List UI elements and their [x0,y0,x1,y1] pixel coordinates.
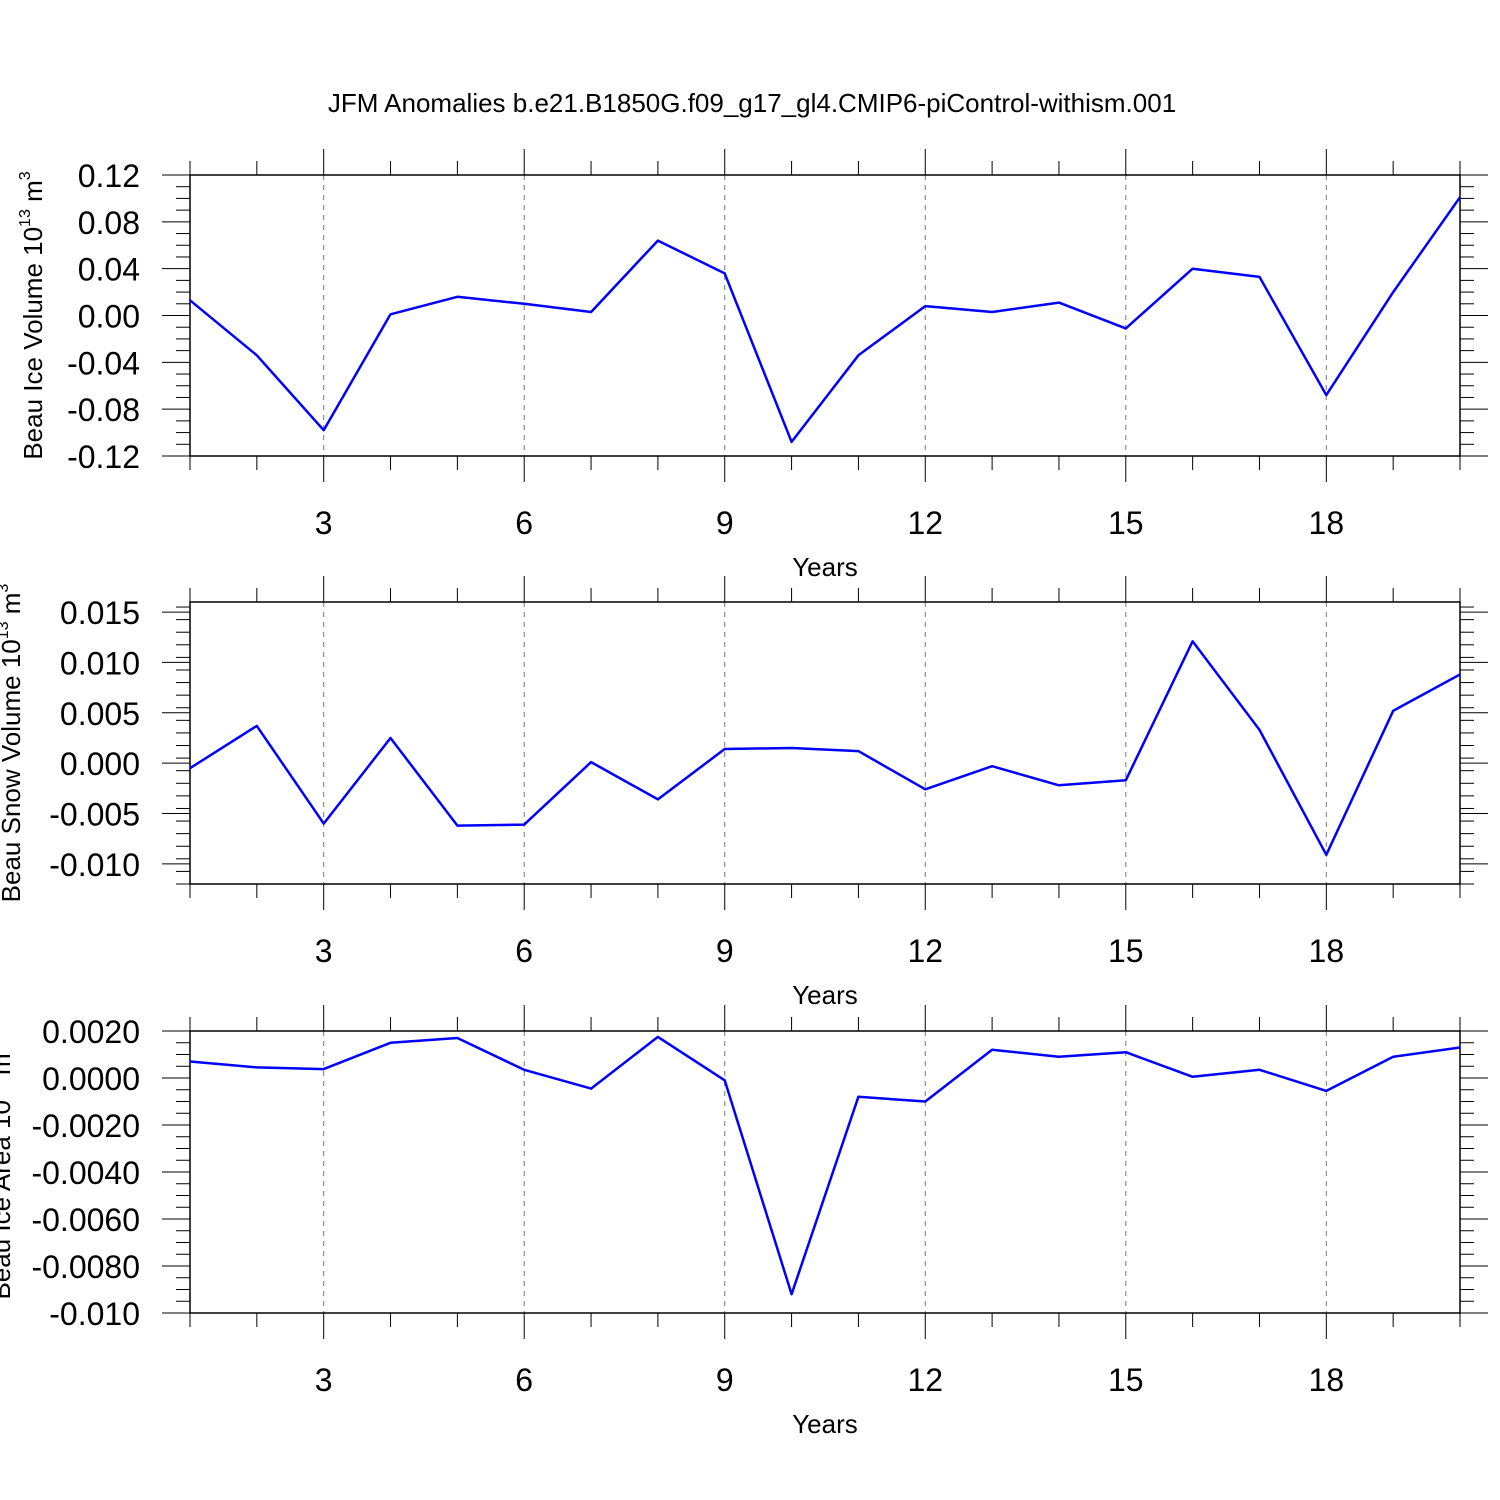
x-tick-label: 15 [1108,505,1144,541]
y-tick-label: -0.0060 [31,1202,140,1238]
panel-3: 3 6 9 12 15 18 -0.010 -0.0080 -0.0060 -0.0040 -0.0… [0,1005,1488,1439]
y-tick-label: 0.0020 [42,1014,140,1050]
y-tick-label: 0.015 [60,595,140,631]
y-tick-label: 0.0000 [42,1061,140,1097]
figure-title: JFM Anomalies b.e21.B1850G.f09_g17_gl4.C… [328,88,1176,118]
x-axis-label: Years [792,552,858,582]
y-tick-label: -0.08 [67,392,140,428]
x-tick-label: 3 [315,933,333,969]
plot-frame [189,601,1461,885]
x-tick-label: 12 [907,505,943,541]
x-tick-label: 18 [1309,1362,1345,1398]
series-line [190,196,1460,444]
x-tick-label: 15 [1108,1362,1144,1398]
plot-frame [189,174,1461,457]
x-axis-label: Years [792,1409,858,1439]
x-tick-label: 6 [515,1362,533,1398]
y-tick-label: 0.00 [78,299,140,335]
y-tick-label: -0.0080 [31,1249,140,1285]
y-tick-label: 0.12 [78,158,140,194]
y-tick-label: 0.005 [60,696,140,732]
y-tick-label: -0.0020 [31,1108,140,1144]
plot-frame [189,1030,1461,1314]
x-tick-label: 3 [315,505,333,541]
y-tick-label: -0.04 [67,345,140,381]
x-tick-label: 15 [1108,933,1144,969]
x-tick-label: 6 [515,933,533,969]
x-tick-label: 12 [907,1362,943,1398]
x-tick-label: 3 [315,1362,333,1398]
panels: 3 6 9 12 15 18 -0.12 -0.08 -0.04 0.00 0.04 0.08 0.12… [0,149,1488,1439]
x-axis-label: Years [792,980,858,1010]
x-tick-label: 9 [716,505,734,541]
y-tick-label: -0.12 [67,439,140,475]
y-tick-label: -0.010 [49,1296,140,1332]
x-tick-label: 18 [1309,505,1345,541]
series-line [190,1035,1460,1296]
panel-2: 3 6 9 12 15 18 -0.010 -0.005 0.000 0.005 0.010 0.01… [0,576,1488,1010]
x-tick-label: 12 [907,933,943,969]
y-tick-label: -0.010 [49,847,140,883]
series-line [190,640,1460,857]
x-tick-label: 9 [716,1362,734,1398]
y-tick-label: -0.0040 [31,1155,140,1191]
x-tick-label: 6 [515,505,533,541]
y-tick-label: 0.04 [78,252,140,288]
y-tick-label: -0.005 [49,797,140,833]
y-tick-label: 0.08 [78,205,140,241]
y-axis-label: Beau Snow Volume 1013 m3 [0,584,26,903]
y-axis-label: Beau Ice Area 1013 m2 [0,1044,16,1299]
y-axis-label: Beau Ice Volume 1013 m3 [17,171,48,459]
panel-1: 3 6 9 12 15 18 -0.12 -0.08 -0.04 0.00 0.04 0.08 0.12… [17,149,1488,582]
y-tick-label: 0.010 [60,645,140,681]
x-tick-label: 18 [1309,933,1345,969]
y-tick-label: 0.000 [60,746,140,782]
x-tick-label: 9 [716,933,734,969]
